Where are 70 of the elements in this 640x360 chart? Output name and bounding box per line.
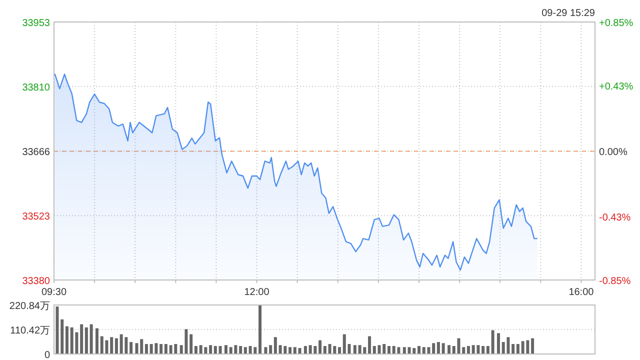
bar: [448, 345, 451, 354]
x-tick-label: 16:00: [568, 287, 594, 298]
y2-tick-label: 0.00%: [599, 147, 628, 158]
bar: [140, 339, 144, 354]
bar: [491, 330, 494, 354]
bar: [56, 306, 59, 354]
bar: [432, 343, 436, 354]
y2-tick-label: -0.85%: [599, 276, 631, 287]
bar: [531, 338, 534, 354]
bar: [239, 346, 242, 354]
bar: [135, 343, 138, 354]
bar: [417, 346, 420, 354]
bar: [382, 344, 386, 354]
bar: [114, 338, 118, 354]
bar: [482, 346, 485, 354]
bar: [486, 346, 490, 354]
bar: [338, 347, 342, 354]
bar: [516, 344, 520, 354]
x-tick-label: 12:00: [244, 287, 270, 298]
bar: [160, 344, 163, 354]
bar: [323, 346, 326, 354]
bar: [462, 347, 466, 354]
bar: [318, 340, 322, 354]
bar: [90, 324, 93, 354]
bar: [190, 334, 193, 354]
bar: [84, 327, 88, 354]
bar: [496, 333, 500, 354]
bar: [274, 337, 277, 354]
bar: [80, 324, 84, 354]
bar: [298, 348, 302, 354]
bar: [353, 345, 356, 354]
y-tick-label: 220.84万: [9, 301, 50, 312]
bar: [224, 345, 228, 354]
bar: [466, 346, 470, 354]
bar: [110, 337, 114, 354]
bar: [304, 346, 307, 354]
y2-tick-label: -0.43%: [599, 212, 631, 224]
y-tick-label: 110.42万: [10, 326, 50, 336]
chart-subtitle: 09-29 15:29: [542, 8, 596, 19]
bar: [65, 326, 68, 354]
bar: [60, 319, 64, 354]
y2-tick-label: +0.85%: [599, 18, 634, 29]
y2-tick-label: +0.43%: [599, 82, 634, 93]
bar: [258, 305, 262, 354]
bar: [402, 347, 406, 354]
bar: [130, 342, 133, 354]
bar: [144, 344, 148, 354]
y-tick-label: 33666: [22, 147, 50, 158]
x-tick-label: 09:30: [41, 287, 67, 298]
bar: [164, 344, 168, 354]
y-tick-label: 0: [44, 350, 50, 360]
bar: [95, 328, 98, 354]
bar: [293, 347, 296, 354]
bar: [387, 346, 390, 354]
y-tick-label: 33523: [22, 212, 50, 223]
y-tick-label: 33953: [22, 18, 50, 29]
bar: [194, 346, 198, 354]
bar: [209, 345, 212, 354]
bar: [442, 343, 445, 354]
bar: [269, 345, 272, 354]
bar: [368, 336, 372, 354]
bar: [436, 342, 440, 354]
bar: [264, 347, 268, 354]
y-tick-label: 33810: [22, 82, 50, 94]
bar: [214, 346, 217, 354]
bar: [288, 347, 292, 354]
bar: [244, 347, 247, 354]
bar: [218, 346, 222, 354]
y-tick-label: 33380: [22, 276, 50, 287]
bar: [512, 344, 515, 354]
